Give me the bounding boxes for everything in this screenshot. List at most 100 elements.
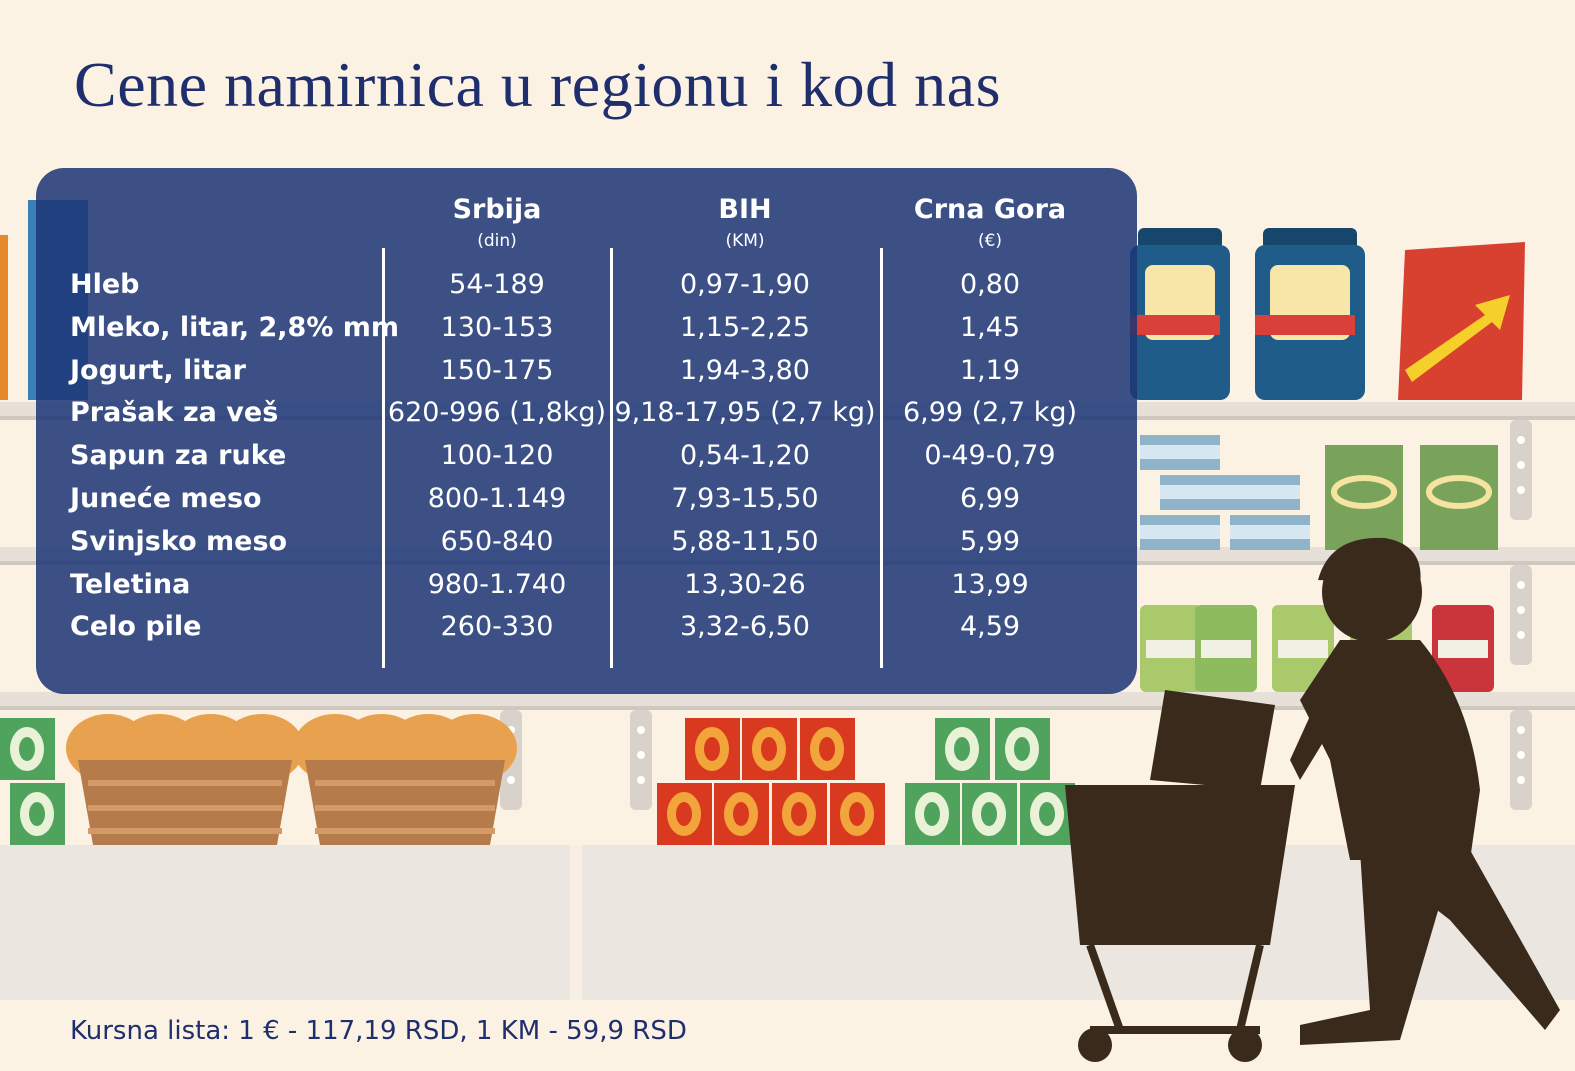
jar-stripe <box>1255 315 1355 335</box>
price-cell: 7,93-15,50 <box>671 483 819 514</box>
bracket-hole <box>507 776 515 784</box>
cart-basket <box>1065 785 1295 945</box>
red-box-center <box>849 802 865 826</box>
basket-stripe <box>315 780 495 786</box>
red-box-center <box>733 802 749 826</box>
snack-arrow <box>1405 295 1510 382</box>
bracket-hole <box>637 776 645 784</box>
price-cell: 9,18-17,95 (2,7 kg) <box>614 397 876 429</box>
basket-stripe <box>315 828 495 834</box>
row-label: Sapun za ruke <box>70 440 287 472</box>
price-cell: 13,30-26 <box>684 568 806 600</box>
price-table-panel <box>36 168 1137 694</box>
price-cell: 1,15-2,25 <box>680 311 810 343</box>
row-label: Teletina <box>70 568 191 600</box>
jar-stripe <box>1130 315 1220 335</box>
jar-label <box>1201 640 1251 658</box>
green-box-center <box>954 737 970 761</box>
bracket-hole <box>1517 436 1525 444</box>
price-cell: 150-175 <box>440 354 554 386</box>
bracket-hole <box>637 751 645 759</box>
shopper-cap <box>1318 537 1421 585</box>
shopper-leg <box>1300 850 1450 1045</box>
row-label: Mleko, litar, 2,8% mm <box>70 311 400 343</box>
column-header: Srbija <box>452 194 542 225</box>
shelf-edge <box>0 706 1575 710</box>
cart-wheel <box>1078 1028 1112 1062</box>
price-cell: 3,32-6,50 <box>680 611 810 643</box>
bracket-hole <box>1517 776 1525 784</box>
price-cell: 13,99 <box>951 568 1029 600</box>
column-divider <box>382 248 385 668</box>
jar-label <box>1146 640 1196 658</box>
basket-stripe <box>88 828 282 834</box>
red-box-center <box>761 737 777 761</box>
shelf-bracket <box>630 710 652 810</box>
bracket-hole <box>1517 486 1525 494</box>
green-box-center <box>924 802 940 826</box>
column-unit: (din) <box>477 231 517 251</box>
red-box-center <box>791 802 807 826</box>
price-cell: 0,54-1,20 <box>680 440 810 472</box>
price-cell: 6,99 (2,7 kg) <box>902 397 1078 429</box>
shopper-arm <box>1290 650 1355 780</box>
bracket-hole <box>1517 461 1525 469</box>
price-cell: 0,80 <box>959 269 1021 300</box>
price-cell: 130-153 <box>440 311 554 343</box>
price-cell: 5,88-11,50 <box>671 525 819 557</box>
red-box-center <box>704 737 720 761</box>
jar-label <box>1438 640 1488 658</box>
row-label: Hleb <box>70 269 140 300</box>
bracket-hole <box>1517 751 1525 759</box>
tin-label <box>1140 525 1220 539</box>
box-label <box>1331 475 1397 509</box>
footer-note: Kursna lista: 1 € - 117,19 RSD, 1 KM - 5… <box>70 1016 687 1046</box>
price-cell: 0,97-1,90 <box>680 269 810 300</box>
price-cell: 6,99 <box>959 483 1021 514</box>
cart-wheel <box>1228 1028 1262 1062</box>
counter <box>0 845 1575 1000</box>
price-cell: 100-120 <box>440 440 554 472</box>
shopper-leg <box>1360 850 1560 1030</box>
price-cell: 650-840 <box>440 525 554 557</box>
row-label: Prašak za veš <box>70 397 279 429</box>
basket-stripe <box>315 805 495 811</box>
green-box-center <box>19 737 35 761</box>
tin-label <box>1140 445 1220 459</box>
green-box-center <box>1014 737 1030 761</box>
price-cell: 1,94-3,80 <box>680 354 810 386</box>
green-box-center <box>29 802 45 826</box>
price-cell: 1,19 <box>959 354 1021 386</box>
red-box-center <box>676 802 692 826</box>
column-unit: (€) <box>977 231 1003 251</box>
bracket-hole <box>1517 726 1525 734</box>
column-divider <box>610 248 613 668</box>
basket-stripe <box>88 780 282 786</box>
box-label <box>1426 475 1492 509</box>
shelf-bracket <box>1510 565 1532 665</box>
row-label: Jogurt, litar <box>70 354 246 386</box>
price-cell: 5,99 <box>959 525 1021 557</box>
column-divider <box>880 248 883 668</box>
row-label: Svinjsko meso <box>70 525 288 557</box>
cart-frame <box>1086 943 1264 1034</box>
column-unit: (KM) <box>725 231 765 251</box>
column-header: BIH <box>718 194 772 225</box>
tin-label <box>1220 485 1300 499</box>
green-box-center <box>981 802 997 826</box>
jar-lid <box>1138 228 1222 250</box>
shopping-bag <box>1150 690 1275 790</box>
counter-gap <box>570 845 582 1000</box>
bracket-hole <box>1517 631 1525 639</box>
price-cell: 54-189 <box>449 269 545 300</box>
price-cell: 4,59 <box>959 611 1021 643</box>
bracket-hole <box>1517 606 1525 614</box>
red-box-center <box>819 737 835 761</box>
price-cell: 1,45 <box>959 311 1021 343</box>
title: Cene namirnica u regionu i kod nas <box>74 49 1001 120</box>
price-cell: 800-1.149 <box>427 483 567 514</box>
tin-label <box>1230 525 1310 539</box>
price-cell: 0-49-0,79 <box>924 440 1056 472</box>
price-cell: 980-1.740 <box>427 568 567 600</box>
